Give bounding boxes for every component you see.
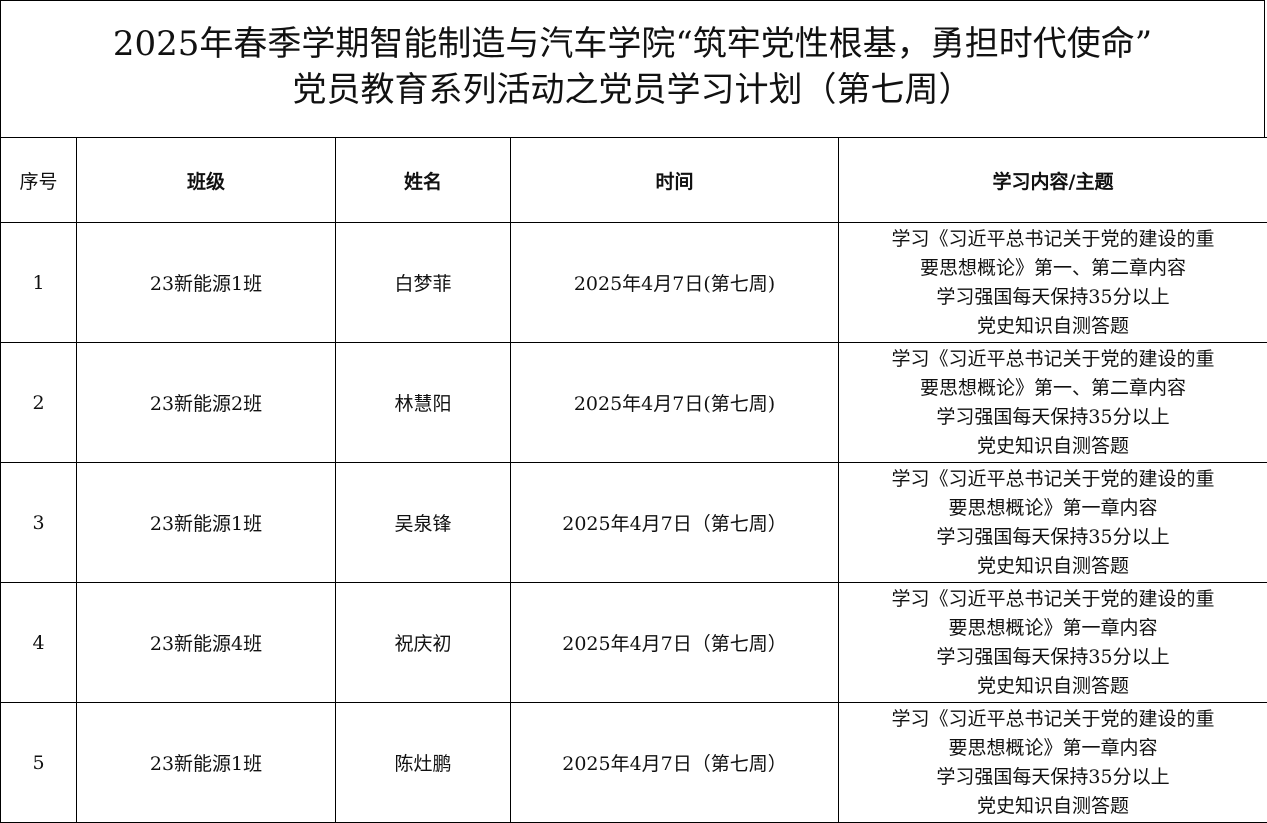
content-line: 要思想概论》第一、第二章内容 [919, 376, 1186, 399]
table-row: 1 23新能源1班 白梦菲 2025年4月7日(第七周) 学习《习近平总书记关于党的建设… [0, 222, 1267, 343]
cell-content: 学习《习近平总书记关于党的建设的重 要思想概论》第一章内容 学习强国每天保持35分以… [838, 702, 1267, 823]
cell-class: 23新能源1班 [76, 222, 336, 343]
content-line: 学习强国每天保持35分以上 [936, 285, 1170, 308]
cell-content: 学习《习近平总书记关于党的建设的重 要思想概论》第一、第二章内容 学习强国每天保持3… [838, 342, 1267, 463]
cell-class: 23新能源4班 [76, 582, 336, 703]
content-line: 学习强国每天保持35分以上 [936, 525, 1170, 548]
content-line: 学习《习近平总书记关于党的建设的重 [891, 347, 1215, 370]
cell-name: 祝庆初 [335, 582, 511, 703]
content-line: 要思想概论》第一章内容 [948, 736, 1158, 759]
cell-class: 23新能源1班 [76, 462, 336, 583]
content-line: 学习强国每天保持35分以上 [936, 405, 1170, 428]
cell-seq: 4 [0, 582, 77, 703]
cell-content: 学习《习近平总书记关于党的建设的重 要思想概论》第一章内容 学习强国每天保持35分以… [838, 582, 1267, 703]
cell-class: 23新能源1班 [76, 702, 336, 823]
content-line: 学习《习近平总书记关于党的建设的重 [891, 227, 1215, 250]
title-line-2: 党员教育系列活动之党员学习计划（第七周） [292, 70, 973, 110]
table-row: 4 23新能源4班 祝庆初 2025年4月7日（第七周） 学习《习近平总书记关于党的建设… [0, 582, 1267, 703]
table-row: 2 23新能源2班 林慧阳 2025年4月7日(第七周) 学习《习近平总书记关于党的建设… [0, 342, 1267, 463]
cell-time: 2025年4月7日（第七周） [510, 462, 839, 583]
cell-content: 学习《习近平总书记关于党的建设的重 要思想概论》第一章内容 学习强国每天保持35分以… [838, 462, 1267, 583]
content-line: 要思想概论》第一章内容 [948, 616, 1158, 639]
content-line: 学习《习近平总书记关于党的建设的重 [891, 707, 1215, 730]
header-name: 姓名 [335, 137, 511, 223]
study-plan-table: 序号 班级 姓名 时间 学习内容/主题 1 23新能源1班 白梦菲 2025年4月7日… [0, 137, 1267, 823]
cell-seq: 2 [0, 342, 77, 463]
content-line: 要思想概论》第一章内容 [948, 496, 1158, 519]
header-seq: 序号 [0, 137, 77, 223]
content-line: 要思想概论》第一、第二章内容 [919, 256, 1186, 279]
cell-seq: 5 [0, 702, 77, 823]
header-content: 学习内容/主题 [838, 137, 1267, 223]
content-line: 学习强国每天保持35分以上 [936, 765, 1170, 788]
cell-seq: 3 [0, 462, 77, 583]
content-line: 党史知识自测答题 [976, 794, 1129, 817]
content-line: 党史知识自测答题 [976, 434, 1129, 457]
header-time: 时间 [510, 137, 839, 223]
table-row: 3 23新能源1班 吴泉锋 2025年4月7日（第七周） 学习《习近平总书记关于党的建设… [0, 462, 1267, 583]
content-line: 党史知识自测答题 [976, 554, 1129, 577]
title-line-1: 2025年春季学期智能制造与汽车学院“筑牢党性根基，勇担时代使命” [112, 24, 1153, 64]
header-class: 班级 [76, 137, 336, 223]
content-line: 学习《习近平总书记关于党的建设的重 [891, 587, 1215, 610]
cell-seq: 1 [0, 222, 77, 343]
cell-name: 吴泉锋 [335, 462, 511, 583]
cell-name: 林慧阳 [335, 342, 511, 463]
content-line: 党史知识自测答题 [976, 314, 1129, 337]
document-title: 2025年春季学期智能制造与汽车学院“筑牢党性根基，勇担时代使命” 党员教育系列… [0, 0, 1265, 137]
cell-time: 2025年4月7日（第七周） [510, 582, 839, 703]
content-line: 学习强国每天保持35分以上 [936, 645, 1170, 668]
table-header-row: 序号 班级 姓名 时间 学习内容/主题 [0, 137, 1267, 223]
content-line: 学习《习近平总书记关于党的建设的重 [891, 467, 1215, 490]
cell-name: 陈灶鹏 [335, 702, 511, 823]
table-row: 5 23新能源1班 陈灶鹏 2025年4月7日（第七周） 学习《习近平总书记关于党的建设… [0, 702, 1267, 823]
cell-content: 学习《习近平总书记关于党的建设的重 要思想概论》第一、第二章内容 学习强国每天保持3… [838, 222, 1267, 343]
cell-time: 2025年4月7日(第七周) [510, 342, 839, 463]
content-line: 党史知识自测答题 [976, 674, 1129, 697]
cell-name: 白梦菲 [335, 222, 511, 343]
cell-time: 2025年4月7日（第七周） [510, 702, 839, 823]
cell-time: 2025年4月7日(第七周) [510, 222, 839, 343]
cell-class: 23新能源2班 [76, 342, 336, 463]
